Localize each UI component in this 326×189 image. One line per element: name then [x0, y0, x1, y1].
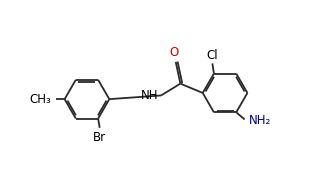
Text: CH₃: CH₃ [30, 93, 52, 106]
Text: Cl: Cl [207, 49, 218, 62]
Text: NH: NH [141, 89, 159, 102]
Text: NH₂: NH₂ [249, 115, 272, 128]
Text: Br: Br [93, 131, 106, 144]
Text: O: O [170, 46, 179, 59]
